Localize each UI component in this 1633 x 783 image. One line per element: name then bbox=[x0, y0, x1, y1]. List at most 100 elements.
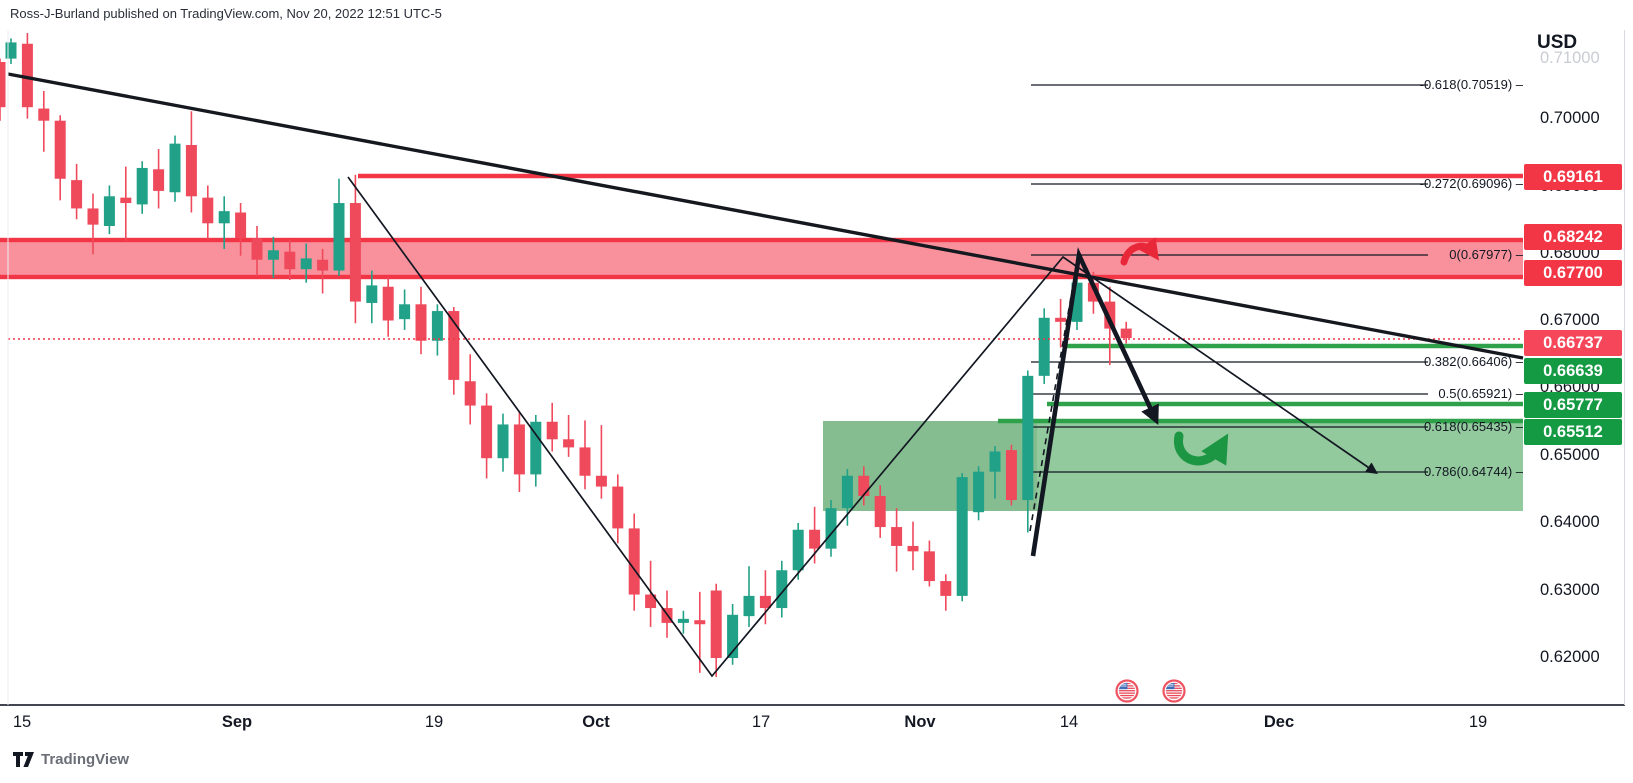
price-level-badge: 0.67700 bbox=[1524, 260, 1622, 286]
candle bbox=[54, 115, 66, 201]
candle bbox=[497, 413, 509, 472]
zigzag-projection-line[interactable] bbox=[347, 176, 1378, 678]
fib-retracement-lines bbox=[1031, 84, 1428, 473]
candle bbox=[366, 270, 378, 324]
candle bbox=[940, 574, 952, 611]
time-axis-label: 15 bbox=[12, 713, 32, 731]
candle bbox=[891, 508, 903, 572]
currency-label: USD bbox=[1537, 32, 1578, 53]
candle bbox=[858, 466, 870, 506]
fib-level-label: 0.618(0.65435) – bbox=[1423, 419, 1523, 434]
price-axis-label: 0.63000 bbox=[1540, 581, 1600, 599]
candle bbox=[333, 178, 345, 276]
fib-level-label: -0.618(0.70519) – bbox=[1419, 77, 1523, 92]
us-flag-event-icon[interactable] bbox=[1162, 679, 1186, 703]
candle bbox=[1120, 321, 1132, 344]
candle bbox=[71, 163, 83, 220]
price-axis-label: 0.71000 bbox=[1540, 49, 1600, 67]
time-axis-label: Nov bbox=[904, 713, 936, 731]
candle bbox=[809, 506, 821, 564]
candle bbox=[973, 466, 985, 521]
candle bbox=[300, 243, 312, 283]
candle bbox=[907, 521, 919, 571]
price-level-badge: 0.69161 bbox=[1524, 164, 1622, 190]
candle bbox=[87, 193, 99, 255]
candle bbox=[448, 307, 460, 395]
fib-level-label: 0.382(0.66406) – bbox=[1423, 354, 1523, 369]
tradingview-logo[interactable]: TradingView bbox=[13, 751, 129, 768]
us-flag-event-icon[interactable] bbox=[1115, 679, 1139, 703]
candle bbox=[563, 415, 575, 457]
price-level-badge: 0.66737 bbox=[1524, 330, 1622, 356]
candle bbox=[546, 402, 558, 452]
candle bbox=[841, 469, 853, 526]
candle bbox=[0, 58, 6, 121]
fib-level-label: 0(0.67977) – bbox=[1449, 247, 1523, 262]
bounce-curved-arrow-icon bbox=[1174, 431, 1229, 466]
candle bbox=[1005, 444, 1017, 506]
impulse-arrow[interactable] bbox=[1030, 247, 1159, 557]
candle bbox=[103, 185, 115, 235]
candle bbox=[792, 523, 804, 580]
candle bbox=[349, 174, 361, 324]
candle bbox=[776, 560, 788, 618]
candle bbox=[235, 203, 247, 256]
time-axis-label: 19 bbox=[424, 713, 444, 731]
downtrend-line[interactable] bbox=[7, 72, 1524, 360]
price-level-badge: 0.65777 bbox=[1524, 392, 1622, 418]
candle bbox=[628, 513, 640, 611]
candle bbox=[218, 196, 230, 249]
candle bbox=[202, 185, 214, 240]
time-axis-label: 14 bbox=[1059, 713, 1079, 731]
candle bbox=[530, 415, 542, 487]
supply-zone bbox=[0, 237, 1523, 280]
candle bbox=[382, 277, 394, 337]
candle bbox=[612, 474, 624, 544]
price-axis-label: 0.70000 bbox=[1540, 109, 1600, 127]
candle bbox=[267, 236, 279, 278]
candle bbox=[677, 610, 689, 634]
candle bbox=[120, 166, 132, 241]
candle bbox=[595, 425, 607, 499]
candle bbox=[923, 540, 935, 587]
price-axis-label: 0.62000 bbox=[1540, 648, 1600, 666]
time-axis-label: Dec bbox=[1263, 713, 1295, 731]
candle bbox=[743, 566, 755, 627]
price-axis-label: 0.67000 bbox=[1540, 311, 1600, 329]
candle bbox=[513, 412, 525, 492]
fib-level-label: 0.5(0.65921) – bbox=[1438, 386, 1523, 401]
attribution-text: Ross-J-Burland published on TradingView.… bbox=[10, 6, 442, 21]
candlesticks bbox=[0, 32, 1132, 677]
candle bbox=[1022, 370, 1034, 533]
price-level-badge: 0.66639 bbox=[1524, 358, 1622, 384]
candle bbox=[989, 446, 1001, 499]
candle bbox=[153, 149, 165, 209]
candle bbox=[727, 604, 739, 665]
candle bbox=[284, 239, 296, 280]
candle bbox=[759, 570, 771, 625]
candle bbox=[38, 91, 50, 152]
candle bbox=[645, 560, 657, 627]
fib-level-label: -0.272(0.69096) – bbox=[1419, 176, 1523, 191]
candle bbox=[317, 248, 329, 294]
candle bbox=[874, 485, 886, 538]
candle bbox=[481, 393, 493, 479]
candle bbox=[415, 286, 427, 355]
candle bbox=[1055, 298, 1067, 348]
price-level-badge: 0.65512 bbox=[1524, 419, 1622, 445]
time-axis-label: Sep bbox=[221, 713, 253, 731]
candle bbox=[579, 420, 591, 490]
candle bbox=[431, 304, 443, 356]
candle bbox=[21, 32, 33, 119]
price-level-badge: 0.68242 bbox=[1524, 224, 1622, 250]
candle bbox=[710, 583, 722, 677]
candle bbox=[5, 38, 17, 64]
candle bbox=[251, 226, 263, 276]
price-axis-label: 0.64000 bbox=[1540, 513, 1600, 531]
time-axis-label: 19 bbox=[1468, 713, 1488, 731]
candle bbox=[1038, 308, 1050, 384]
time-axis-label: Oct bbox=[582, 713, 610, 731]
candle bbox=[185, 111, 197, 213]
